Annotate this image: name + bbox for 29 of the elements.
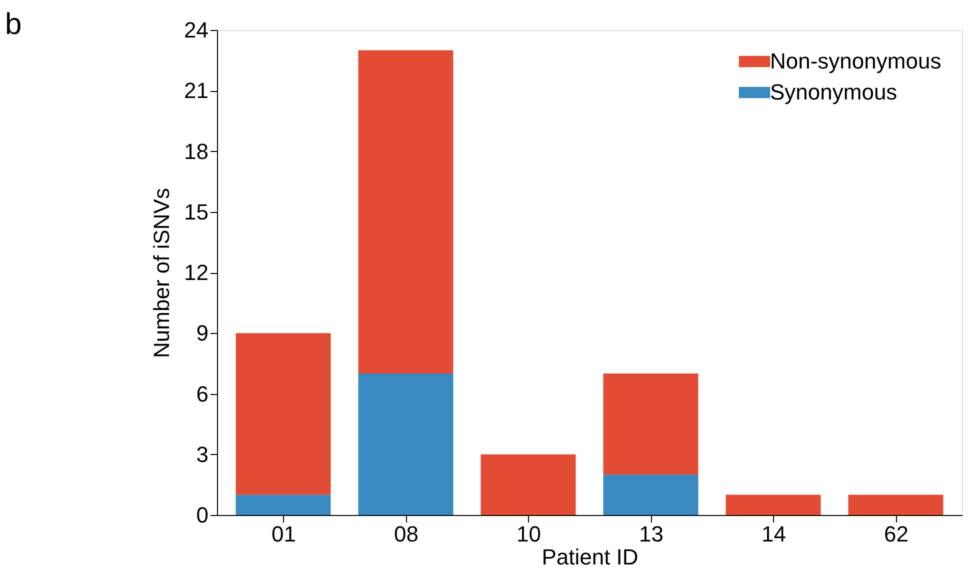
y-tick-label: 15 [184,199,208,224]
y-tick-label: 12 [184,260,208,285]
text: b [5,8,22,41]
bar [236,494,331,515]
x-tick-label: 10 [516,522,541,546]
y-tick-label: 9 [196,320,208,346]
bar [603,474,698,515]
x-tick-label: 13 [639,522,664,546]
bar [236,333,331,495]
x-axis-title: Patient ID [542,544,638,570]
bar [726,494,821,515]
y-tick-label: 18 [184,138,208,164]
y-axis-title: Number of iSNVs [149,188,174,358]
bar [603,374,698,475]
x-tick-label: 01 [272,522,296,546]
bar [848,494,944,515]
bar [358,374,454,515]
x-tick-label: 08 [394,522,418,546]
y-tick-label: 21 [184,78,208,104]
y-tick-label: 0 [196,502,208,528]
x-tick-label: 14 [762,522,786,546]
legend-label: Non-synonymous [770,48,942,74]
x-tick-label: 62 [884,522,908,546]
y-tick-label: 3 [196,442,208,467]
bar [480,454,576,515]
y-tick-label: 24 [184,18,208,42]
legend-label: Synonymous [770,80,898,104]
bar [358,50,454,374]
y-tick-label: 6 [196,381,208,406]
